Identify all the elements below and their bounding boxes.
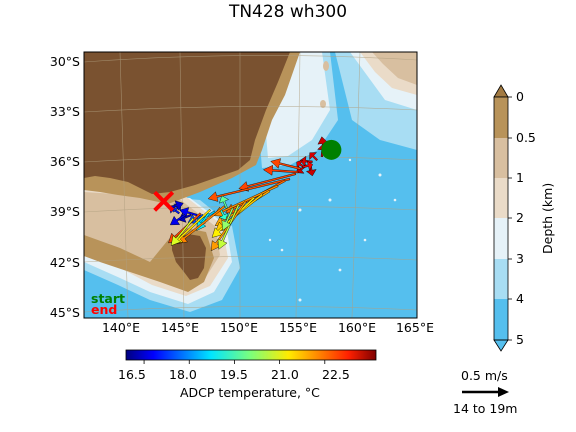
lon-tick: 165°E [395,320,434,335]
island-lord-howe [323,61,329,71]
velocity-arrow [169,214,186,226]
temperature-tick: 21.0 [271,367,299,382]
depth-colorbar-label: Depth (km) [540,182,555,254]
depth-tick: 0 [516,89,524,104]
depth-colorbar-band [494,138,508,178]
land-tasmania [172,234,206,280]
start-marker [321,139,342,160]
velocity-arrow [176,205,226,244]
bathymetry-layers [84,52,417,318]
reference-speed-label: 0.5 m/s [461,368,508,383]
island-small [320,100,326,108]
temperature-colorbar-label: ADCP temperature, °C [180,385,320,400]
seamounts [268,158,397,302]
depth-tick: 2 [516,210,524,225]
lon-tick: 155°E [278,320,317,335]
depth-colorbar [493,84,512,352]
depth-colorbar-band [494,259,508,299]
velocity-arrow [221,207,234,231]
velocity-arrow [302,160,313,172]
depth-colorbar-band [494,218,508,259]
depth-tick: 0.5 [516,130,536,145]
lat-tick: 42°S [49,255,80,270]
lon-tick: 140°E [101,320,140,335]
velocity-arrow [309,152,318,162]
legend-end: end [91,302,118,317]
velocity-arrow [262,164,299,176]
lat-tick: 33°S [49,104,80,119]
velocity-arrow [207,177,291,202]
depth-colorbar-band [494,97,508,138]
map-frame [83,51,418,319]
reference-arrow [462,387,509,397]
reference-depth-label: 14 to 19m [453,401,518,416]
lon-tick: 145°E [160,320,199,335]
lon-tick: 150°E [219,320,258,335]
depth-tick: 5 [516,332,524,347]
temperature-tick: 22.5 [322,367,350,382]
depth-tick: 4 [516,291,524,306]
temperature-tick: 19.5 [220,367,248,382]
temperature-colorbar [125,349,377,361]
depth-tick: 3 [516,251,524,266]
velocity-vectors [167,136,329,252]
lon-tick: 160°E [337,320,376,335]
lat-tick: 45°S [49,305,80,320]
temperature-tick: 16.5 [118,367,146,382]
velocity-arrow [218,209,229,221]
velocity-arrow [299,155,313,167]
lat-tick: 39°S [49,204,80,219]
bathy-0-5-1km [84,52,417,288]
end-marker [153,190,175,212]
depth-colorbar-band [494,178,508,218]
legend-start: start [91,291,125,306]
graticule [84,52,417,318]
velocity-arrow [170,217,195,247]
plot-title: TN428 wh300 [228,2,348,22]
track-markers [153,139,342,212]
lat-tick: 30°S [49,54,80,69]
depth-colorbar-band [494,299,508,340]
land-mainland [84,52,290,194]
depth-tick: 1 [516,170,524,185]
temperature-tick: 18.0 [169,367,197,382]
velocity-arrow [218,195,230,209]
velocity-arrow [270,158,301,170]
lat-tick: 36°S [49,154,80,169]
velocity-arrow [217,204,240,250]
